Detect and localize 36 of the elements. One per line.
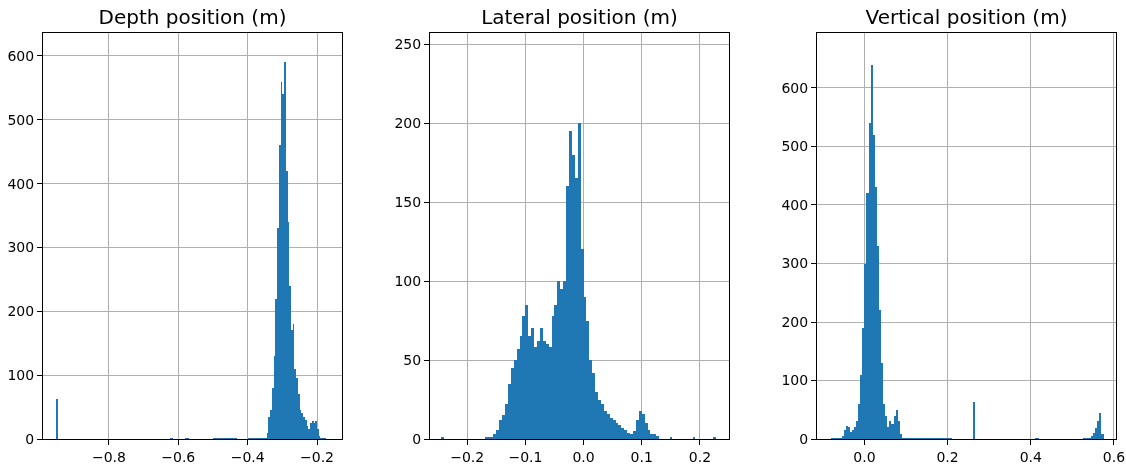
x-tick-label: 0.4 bbox=[1019, 448, 1042, 464]
x-tick-label: −0.2 bbox=[450, 448, 485, 464]
chart-title: Depth position (m) bbox=[98, 5, 287, 29]
x-tick-label: 0.1 bbox=[630, 448, 653, 464]
x-tick-label: 0.0 bbox=[572, 448, 595, 464]
x-tick-label: 0.2 bbox=[688, 448, 712, 464]
y-tick-label: 200 bbox=[781, 313, 809, 330]
y-tick-label: 100 bbox=[394, 272, 422, 289]
x-tick-label: −0.4 bbox=[230, 448, 265, 464]
y-tick-label: 150 bbox=[394, 193, 422, 210]
y-tick-label: 600 bbox=[7, 47, 35, 64]
y-tick-label: 500 bbox=[781, 138, 809, 155]
y-tick-label: 300 bbox=[7, 239, 35, 256]
y-tick-label: 100 bbox=[781, 372, 809, 389]
y-tick-label: 200 bbox=[7, 303, 35, 320]
y-tick-label: 600 bbox=[781, 79, 809, 96]
x-tick-label: −0.1 bbox=[508, 448, 543, 464]
y-tick-label: 400 bbox=[781, 196, 809, 213]
x-tick-label: −0.8 bbox=[91, 448, 126, 464]
x-tick-label: 0.2 bbox=[936, 448, 959, 464]
y-tick-label: 250 bbox=[394, 35, 422, 52]
y-tick-label: 50 bbox=[403, 351, 422, 368]
y-tick-label: 0 bbox=[412, 430, 422, 447]
x-tick-label: −0.2 bbox=[300, 448, 335, 464]
y-tick-label: 0 bbox=[25, 430, 35, 447]
y-tick-label: 400 bbox=[7, 175, 35, 192]
y-tick-label: 500 bbox=[7, 111, 35, 128]
y-tick-label: 0 bbox=[799, 430, 809, 447]
x-tick-label: 0.6 bbox=[1102, 448, 1126, 464]
chart-title: Lateral position (m) bbox=[481, 5, 678, 29]
x-tick-label: −0.6 bbox=[161, 448, 196, 464]
y-tick-label: 200 bbox=[394, 114, 422, 131]
x-tick-label: 0.0 bbox=[853, 448, 876, 464]
y-tick-label: 100 bbox=[7, 367, 35, 384]
chart-title: Vertical position (m) bbox=[865, 5, 1068, 29]
y-tick-label: 300 bbox=[781, 255, 809, 272]
